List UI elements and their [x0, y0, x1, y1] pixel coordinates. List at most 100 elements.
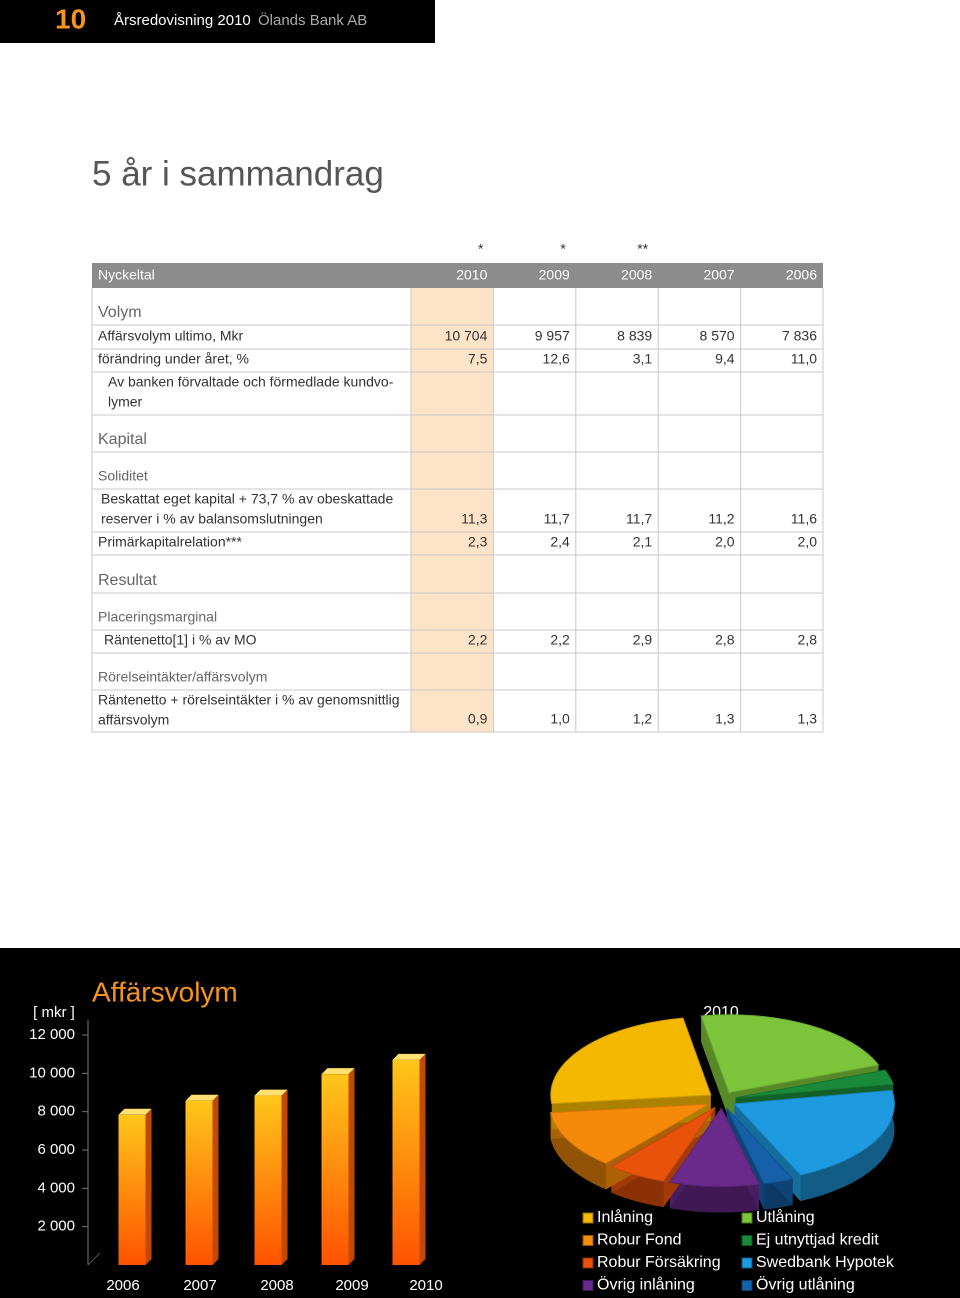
y-tick-label: 4 000 [37, 1179, 75, 1196]
x-tick-label: 2007 [183, 1277, 216, 1294]
cell-value: 11,6 [791, 511, 817, 527]
cell-value: 11,2 [708, 511, 734, 527]
legend-swatch [741, 1280, 753, 1291]
cell-value: 3,1 [633, 351, 653, 367]
bar-top [321, 1068, 355, 1075]
legend-label: Robur Fond [597, 1232, 682, 1249]
cell-value: 8 570 [700, 328, 735, 344]
bar-side [348, 1068, 355, 1265]
note-mark: ** [637, 241, 648, 257]
bar [321, 1074, 349, 1265]
legend-label: Ej utnyttjad kredit [756, 1232, 879, 1249]
pie-slice [733, 1089, 895, 1176]
cell-value: 0,9 [468, 711, 488, 727]
cell-value: 1,3 [715, 711, 735, 727]
cell-value: 11,3 [461, 511, 487, 527]
note-mark: * [560, 241, 566, 257]
pie-slice [735, 1069, 894, 1099]
row-label: Beskattat eget kapital + 73,7 % av obesk… [101, 491, 393, 507]
bar [392, 1059, 420, 1265]
cell-value: 1,0 [550, 711, 570, 727]
slice-side [701, 1015, 729, 1119]
slice-side [800, 1090, 895, 1201]
x-tick-label: 2006 [106, 1277, 139, 1294]
row-label: Placeringsmarginal [98, 609, 217, 625]
cell-value: 2,4 [550, 534, 570, 550]
pie-slice [550, 1017, 712, 1105]
note-mark: * [478, 241, 484, 257]
row-label: Affärsvolym ultimo, Mkr [98, 328, 244, 344]
cell-value: 1,3 [798, 711, 818, 727]
cell-value: 2,2 [468, 632, 488, 648]
slice-side [669, 1182, 759, 1213]
bar-top [392, 1053, 426, 1060]
cell-value: 2,3 [468, 534, 488, 550]
row-label: lymer [108, 394, 143, 410]
bar-side [145, 1108, 152, 1265]
row-label: Soliditet [98, 468, 148, 484]
section-heading: Volym [98, 304, 142, 321]
header-bar [0, 0, 435, 43]
column-header: 2010 [456, 267, 487, 283]
cell-value: 8 839 [617, 328, 652, 344]
pie-slice [668, 1107, 760, 1187]
legend-swatch [741, 1257, 753, 1269]
cell-value: 2,8 [798, 632, 818, 648]
x-tick-label: 2010 [409, 1277, 442, 1294]
x-tick-label: 2009 [335, 1277, 368, 1294]
y-tick-label: 2 000 [37, 1218, 75, 1235]
section-heading: Resultat [98, 572, 157, 589]
bar-side [212, 1094, 219, 1265]
bar [254, 1095, 282, 1265]
bar-top [185, 1094, 219, 1101]
legend-label: Inlåning [597, 1208, 653, 1226]
publication: Årsredovisning 2010 [114, 12, 251, 29]
chart-title: Affärsvolym [92, 976, 238, 1007]
cell-value: 11,7 [544, 511, 570, 527]
cell-value: 1,2 [633, 711, 653, 727]
y-tick-label: 8 000 [37, 1103, 75, 1120]
row-label: Rörelseintäkter/affärsvolym [98, 669, 267, 685]
legend-swatch [582, 1235, 594, 1246]
pie-slice [726, 1107, 794, 1185]
row-label: Av banken förvaltade och förmedlade kund… [108, 374, 394, 390]
legend-swatch [582, 1280, 594, 1291]
row-label: affärsvolym [98, 712, 169, 728]
cell-value: 2,0 [715, 534, 735, 550]
company: Ölands Bank AB [258, 11, 367, 29]
legend-label: Övrig inlåning [597, 1276, 695, 1294]
bar [118, 1114, 146, 1265]
column-header: 2009 [539, 267, 570, 283]
column-header: Nyckeltal [98, 267, 155, 283]
cell-value: 2,8 [715, 632, 735, 648]
cell-value: 12,6 [543, 351, 570, 367]
row-label: förändring under året, % [98, 351, 249, 367]
pie-slice [550, 1103, 710, 1164]
page-number: 10 [55, 3, 86, 34]
legend-swatch [741, 1212, 753, 1224]
cell-value: 9,4 [715, 351, 735, 367]
cell-value: 2,1 [633, 534, 653, 550]
axis-wall [87, 1252, 101, 1266]
legend-swatch [741, 1235, 753, 1246]
y-tick-label: 12 000 [29, 1026, 75, 1043]
cell-value: 2,0 [798, 534, 818, 550]
column-header: 2007 [703, 267, 734, 283]
row-label: Primärkapitalrelation*** [98, 534, 243, 550]
legend-label: Robur Försäkring [597, 1254, 721, 1271]
row-label: Räntenetto + rörelseintäkter i % av geno… [98, 692, 400, 708]
bar-top [254, 1089, 288, 1096]
page-title: 5 år i sammandrag [92, 154, 384, 193]
legend-swatch [582, 1212, 594, 1224]
legend-swatch [582, 1257, 594, 1269]
cell-value: 2,9 [633, 632, 653, 648]
cell-value: 7 836 [782, 328, 817, 344]
highlight-column [411, 288, 494, 732]
slice-side [550, 1112, 606, 1190]
cell-value: 11,0 [791, 351, 817, 367]
row-label: Räntenetto[1] i % av MO [104, 632, 257, 648]
bar [185, 1100, 213, 1265]
cell-value: 7,5 [468, 351, 488, 367]
